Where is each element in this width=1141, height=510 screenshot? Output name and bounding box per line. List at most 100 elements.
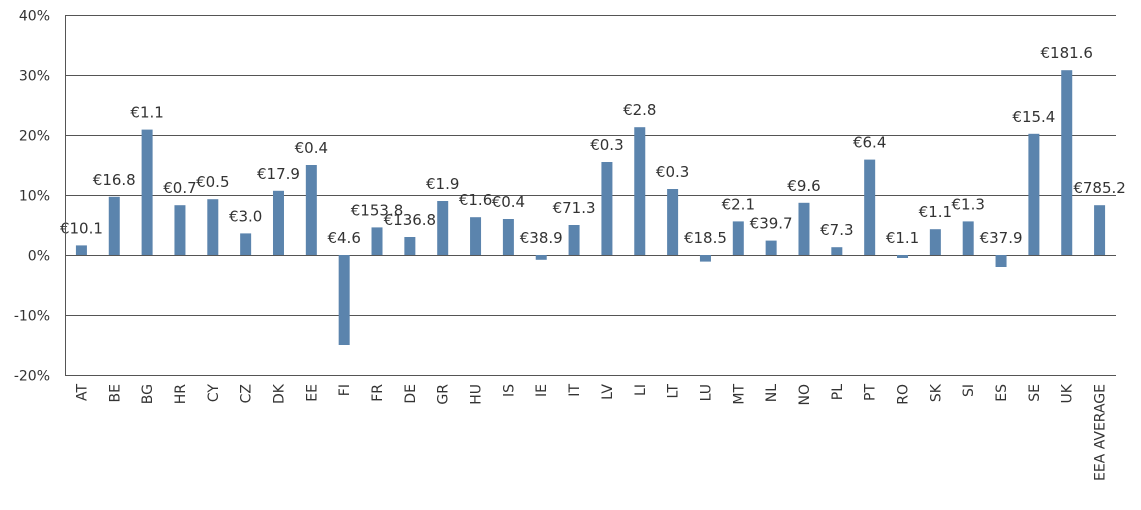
data-label: €1.6 [459,191,492,209]
bar [929,229,941,255]
y-tick-label: 10% [19,189,50,205]
y-tick-label: 0% [28,249,50,265]
data-label: €37.9 [980,229,1023,247]
bar [732,221,744,255]
data-label: €39.7 [750,215,793,233]
bar [502,219,514,255]
data-label: €181.6 [1040,44,1093,62]
data-label: €4.6 [327,229,360,247]
x-category-label: PL [830,384,846,400]
y-tick-label: 30% [19,69,50,85]
data-label: €15.4 [1012,108,1055,126]
bar [634,127,646,255]
bar [75,245,87,255]
x-category-label: SI [961,384,977,397]
bar [108,196,120,255]
bar [601,162,613,255]
bars [75,70,1106,345]
bar [1094,205,1106,255]
bar [141,129,153,255]
bar [240,233,252,255]
bar [535,255,547,260]
x-category-label: SK [928,383,944,402]
data-label: €0.4 [295,139,328,157]
x-category-label: BE [107,384,123,402]
x-category-label: DK [271,383,287,404]
bar [174,205,186,255]
data-label: €6.4 [853,134,886,152]
y-tick-label: 20% [19,129,50,145]
bar [305,165,317,255]
data-label: €0.3 [656,163,689,181]
data-label: €2.1 [722,195,755,213]
data-label: €1.1 [130,104,163,122]
x-category-label: EEA AVERAGE [1093,384,1109,481]
x-category-label: IT [567,384,583,397]
data-label: €71.3 [553,199,596,217]
x-category-label: HU [469,384,485,405]
data-label: €0.4 [492,193,525,211]
x-category-label: LI [633,384,649,396]
data-label: €38.9 [520,229,563,247]
bar [897,255,909,258]
bar [995,255,1007,267]
data-label: €1.1 [886,229,919,247]
data-label: €10.1 [60,219,103,237]
x-category-label: FI [337,384,353,396]
data-label: €16.8 [93,171,136,189]
x-category-label: CY [206,384,222,403]
x-category-label: IE [534,384,550,397]
data-label: €0.5 [196,173,229,191]
data-label: €153.8 [351,201,404,219]
bar [1028,133,1040,255]
bar [1061,70,1073,255]
x-category-label: BG [140,384,156,404]
data-label: €17.9 [257,165,300,183]
bar [272,190,284,255]
x-category-label: NL [764,384,780,402]
data-label: €7.3 [820,221,853,239]
y-tick-label: -10% [14,309,50,325]
x-category-label: AT [74,384,90,401]
bar [962,221,974,255]
bar [470,217,482,255]
x-category-label: LV [600,384,616,400]
bar [765,240,777,255]
data-label: €785.2 [1073,179,1126,197]
x-category-label: ES [994,384,1010,402]
data-label: €0.3 [590,136,623,154]
bar [864,159,876,255]
y-tick-label: -20% [14,369,50,385]
x-category-label: PT [863,384,879,401]
x-category-label: SE [1027,384,1043,402]
x-axis-category-labels: AT BE BG HR CY CZ DK EE FI FR DE GR HU IS IE IT LV LI LT LU… [74,383,1108,481]
bar [437,201,449,255]
data-label: €18.5 [684,229,727,247]
x-category-label: IS [501,384,517,397]
data-label: €1.1 [919,203,952,221]
bar [568,225,580,255]
data-label: €2.8 [623,101,656,119]
gridlines [65,15,1116,376]
data-label: €1.9 [426,175,459,193]
bar [798,202,810,255]
x-category-label: LT [666,384,682,399]
x-category-label: MT [731,384,747,405]
bar [667,189,679,255]
x-category-label: GR [436,384,452,405]
y-axis-tick-labels: 40% 30% 20% 10% 0% -10% -20% [14,9,50,385]
x-category-label: HR [173,384,189,405]
x-category-label: NO [797,384,813,406]
data-labels: €10.1 €16.8 €1.1 €0.7 €0.5€3.0 €17.9 €0.4 €4.6 €… [60,44,1126,247]
y-tick-label: 40% [19,9,50,25]
x-category-label: UK [1060,383,1076,403]
data-label: €1.3 [952,195,985,213]
bar [338,255,350,345]
x-category-label: CZ [239,384,255,403]
x-category-label: EE [304,384,320,402]
bar [207,199,219,255]
x-category-label: LU [698,384,714,401]
x-category-label: FR [370,384,386,402]
data-label: €136.8 [384,211,437,229]
